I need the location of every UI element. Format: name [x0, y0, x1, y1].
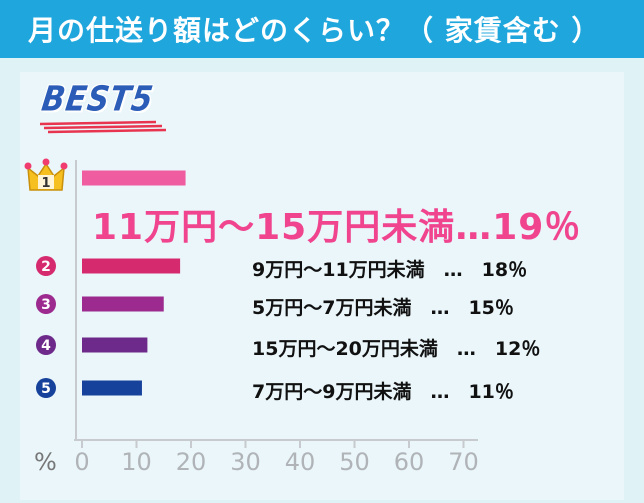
bar-rank-3	[82, 296, 164, 312]
x-tick-label: 10	[121, 448, 152, 476]
rank-number: 4	[41, 338, 51, 354]
page-title: 月の仕送り額はどのくらい？（ 家賃含む ）	[28, 14, 601, 47]
bar-label-rank-1: 11万円～15万円未満…19％	[92, 207, 582, 248]
x-tick-label: 40	[284, 448, 316, 476]
x-tick-label: 50	[339, 448, 370, 476]
best5-badge: BEST5	[39, 79, 167, 134]
bar-rank-2	[82, 258, 181, 274]
rank-badge-3: 3	[36, 294, 56, 314]
crown-icon: 1	[24, 158, 68, 191]
rank-number: 2	[41, 259, 51, 275]
bar-rank-5	[82, 380, 142, 396]
x-tick-label: 30	[230, 448, 261, 476]
bar-label-rank-4: 15万円～20万円未満 … 12％	[252, 338, 541, 360]
bar-label-rank-5: 7万円～9万円未満 … 11％	[252, 381, 514, 403]
rank-number: 5	[41, 381, 51, 397]
rank-number: 1	[41, 176, 50, 191]
best5-underline	[39, 120, 167, 134]
rank-number: 3	[41, 297, 51, 313]
bar-label-rank-3: 5万円～7万円未満 … 15％	[252, 297, 514, 319]
x-tick-label: 20	[175, 448, 207, 476]
x-tick-label: 0	[74, 448, 90, 476]
x-tick-label: 70	[448, 448, 479, 476]
header-bar: 月の仕送り額はどのくらい？（ 家賃含む ）	[0, 0, 644, 58]
chart-panel	[20, 72, 624, 500]
bar-rank-4	[82, 337, 148, 353]
x-axis-unit: %	[34, 448, 57, 476]
x-tick-label: 60	[393, 448, 425, 476]
rank-badge-5: 5	[36, 378, 56, 398]
bar-label-rank-2: 9万円～11万円未満 … 18％	[252, 259, 528, 281]
bar-rank-1	[82, 170, 186, 186]
rank-badge-4: 4	[36, 335, 56, 355]
rank-badge-2: 2	[36, 256, 56, 276]
